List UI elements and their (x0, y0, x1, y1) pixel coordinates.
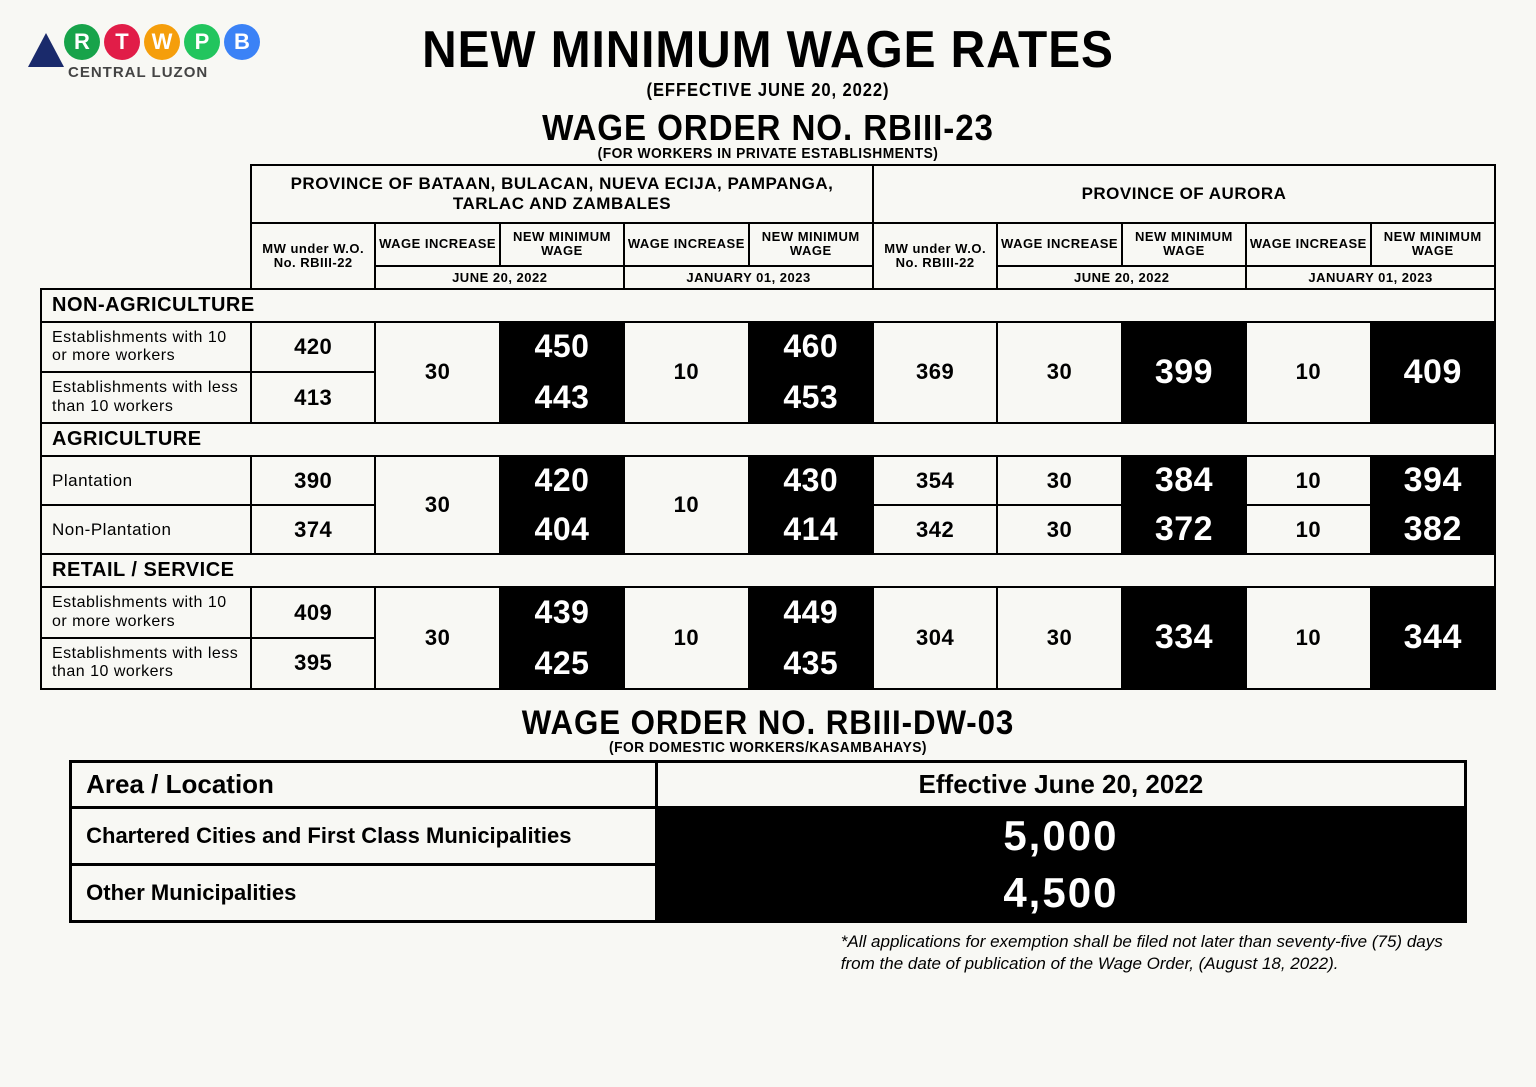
cell: 30 (997, 322, 1121, 424)
cell-highlight: 460 (749, 322, 873, 373)
cell-highlight: 409 (1371, 322, 1495, 424)
logo-letter: R (64, 24, 100, 60)
cell: 395 (251, 638, 375, 689)
cell-highlight: 443 (500, 372, 624, 423)
col-head: WAGE INCREASE (997, 223, 1121, 266)
row-label: Establishments with 10 or more workers (41, 587, 251, 638)
table-row: Establishments with 10 or more workers 4… (41, 587, 1495, 638)
dw-row-label: Other Municipalities (71, 864, 657, 921)
table-row: Plantation 390 30 420 10 430 354 30 384 … (41, 456, 1495, 505)
domestic-workers-table: Area / Location Effective June 20, 2022 … (69, 760, 1467, 923)
cell: 30 (375, 322, 499, 424)
col-head: WAGE INCREASE (1246, 223, 1370, 266)
cell: 10 (1246, 505, 1370, 554)
cell-highlight: 372 (1122, 505, 1246, 554)
logo-triangle-icon (28, 33, 64, 67)
wage-table-main: PROVINCE OF BATAAN, BULACAN, NUEVA ECIJA… (40, 164, 1496, 690)
effective-date: (EFFECTIVE JUNE 20, 2022) (98, 80, 1438, 101)
cell-highlight: 334 (1122, 587, 1246, 689)
cell-highlight: 435 (749, 638, 873, 689)
cell-highlight: 399 (1122, 322, 1246, 424)
table-row: Chartered Cities and First Class Municip… (71, 807, 1466, 864)
cell: 10 (1246, 587, 1370, 689)
date-head: JANUARY 01, 2023 (1246, 266, 1495, 289)
dw-row-value: 5,000 (656, 807, 1465, 864)
section-header: RETAIL / SERVICE (41, 554, 1495, 587)
date-head: JUNE 20, 2022 (997, 266, 1246, 289)
cell-highlight: 384 (1122, 456, 1246, 505)
cell: 420 (251, 322, 375, 373)
col-head: NEW MINIMUM WAGE (500, 223, 624, 266)
cell: 10 (624, 587, 748, 689)
wage-order-1-title: WAGE ORDER NO. RBIII-23 (98, 107, 1438, 149)
date-head: JUNE 20, 2022 (375, 266, 624, 289)
cell: 10 (1246, 322, 1370, 424)
cell: 304 (873, 587, 997, 689)
cell-highlight: 382 (1371, 505, 1495, 554)
wage-order-1-subtitle: (FOR WORKERS IN PRIVATE ESTABLISHMENTS) (98, 145, 1438, 162)
row-label: Plantation (41, 456, 251, 505)
cell-highlight: 430 (749, 456, 873, 505)
province-group-2: PROVINCE OF AURORA (873, 165, 1495, 223)
page-title: NEW MINIMUM WAGE RATES (98, 20, 1438, 80)
cell: 30 (997, 587, 1121, 689)
col-head: MW under W.O. No. RBIII-22 (251, 223, 375, 289)
wage-order-2-title: WAGE ORDER NO. RBIII-DW-03 (98, 704, 1438, 743)
dw-head-effective: Effective June 20, 2022 (656, 761, 1465, 807)
date-head: JANUARY 01, 2023 (624, 266, 873, 289)
section-header: NON-AGRICULTURE (41, 289, 1495, 322)
cell: 409 (251, 587, 375, 638)
cell: 10 (1246, 456, 1370, 505)
table-row: Other Municipalities 4,500 (71, 864, 1466, 921)
cell: 30 (375, 587, 499, 689)
dw-row-value: 4,500 (656, 864, 1465, 921)
dw-row-label: Chartered Cities and First Class Municip… (71, 807, 657, 864)
cell: 30 (997, 456, 1121, 505)
section-header: AGRICULTURE (41, 423, 1495, 456)
cell-highlight: 439 (500, 587, 624, 638)
cell: 413 (251, 372, 375, 423)
table-row: Non-Plantation 374 404 414 342 30 372 10… (41, 505, 1495, 554)
footnote: *All applications for exemption shall be… (69, 931, 1467, 975)
row-label: Establishments with less than 10 workers (41, 638, 251, 689)
col-head: NEW MINIMUM WAGE (1371, 223, 1495, 266)
cell: 354 (873, 456, 997, 505)
cell: 390 (251, 456, 375, 505)
cell-highlight: 450 (500, 322, 624, 373)
cell: 10 (624, 456, 748, 554)
cell: 10 (624, 322, 748, 424)
cell-highlight: 344 (1371, 587, 1495, 689)
col-head: MW under W.O. No. RBIII-22 (873, 223, 997, 289)
title-block: NEW MINIMUM WAGE RATES (EFFECTIVE JUNE 2… (40, 20, 1496, 162)
col-head: WAGE INCREASE (375, 223, 499, 266)
cell: 30 (375, 456, 499, 554)
col-head: NEW MINIMUM WAGE (749, 223, 873, 266)
cell: 374 (251, 505, 375, 554)
cell: 342 (873, 505, 997, 554)
dw-head-area: Area / Location (71, 761, 657, 807)
col-head: NEW MINIMUM WAGE (1122, 223, 1246, 266)
row-label: Establishments with less than 10 workers (41, 372, 251, 423)
table-row: Establishments with 10 or more workers 4… (41, 322, 1495, 373)
cell-highlight: 449 (749, 587, 873, 638)
cell-highlight: 394 (1371, 456, 1495, 505)
province-group-1: PROVINCE OF BATAAN, BULACAN, NUEVA ECIJA… (251, 165, 873, 223)
col-head: WAGE INCREASE (624, 223, 748, 266)
cell: 369 (873, 322, 997, 424)
cell-highlight: 420 (500, 456, 624, 505)
row-label: Non-Plantation (41, 505, 251, 554)
cell: 30 (997, 505, 1121, 554)
cell-highlight: 404 (500, 505, 624, 554)
cell-highlight: 425 (500, 638, 624, 689)
wage-order-2-subtitle: (FOR DOMESTIC WORKERS/KASAMBAHAYS) (98, 739, 1438, 756)
cell-highlight: 453 (749, 372, 873, 423)
row-label: Establishments with 10 or more workers (41, 322, 251, 373)
cell-highlight: 414 (749, 505, 873, 554)
